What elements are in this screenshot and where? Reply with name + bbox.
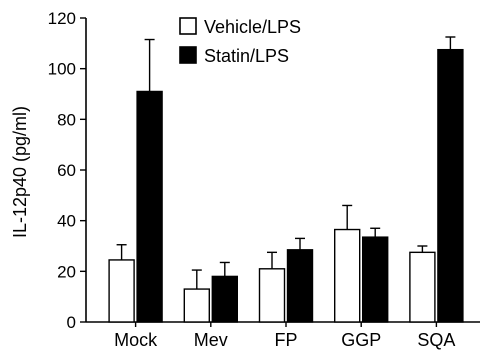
x-tick-label: Mev <box>194 330 228 350</box>
y-tick-label: 100 <box>48 60 76 79</box>
bar-mock-statin-lps <box>136 90 163 323</box>
bar-ggp-vehicle-lps <box>334 228 361 323</box>
bar-sqa-vehicle-lps <box>409 251 436 323</box>
y-tick-label: 120 <box>48 9 76 28</box>
y-tick-label: 0 <box>67 313 76 332</box>
bar-mev-vehicle-lps <box>183 288 211 323</box>
bars <box>108 36 464 323</box>
legend-label: Statin/LPS <box>204 46 289 66</box>
bar-fp-statin-lps <box>286 249 314 323</box>
bar-ggp-statin-lps <box>362 236 389 323</box>
x-tick-label: Mock <box>114 330 158 350</box>
legend-swatch <box>179 46 197 64</box>
x-tick-label: GGP <box>341 330 381 350</box>
legend-swatch <box>179 17 197 35</box>
bar-mock-vehicle-lps <box>108 259 135 323</box>
y-axis-title: IL-12p40 (pg/ml) <box>10 106 30 238</box>
y-tick-label: 60 <box>57 161 76 180</box>
labels: 0 20 40 60 80 100 120 Mock Mev FP GGP SQA <box>48 9 456 350</box>
x-tick-label: FP <box>274 330 297 350</box>
legend-label: Vehicle/LPS <box>204 17 301 37</box>
y-tick-label: 80 <box>57 110 76 129</box>
legend: Vehicle/LPS Statin/LPS <box>179 17 301 66</box>
bar-mev-statin-lps <box>211 275 239 323</box>
bar-sqa-statin-lps <box>437 48 464 323</box>
x-tick-label: SQA <box>417 330 455 350</box>
bar-fp-vehicle-lps <box>258 268 286 323</box>
y-tick-label: 40 <box>57 212 76 231</box>
y-tick-label: 20 <box>57 262 76 281</box>
